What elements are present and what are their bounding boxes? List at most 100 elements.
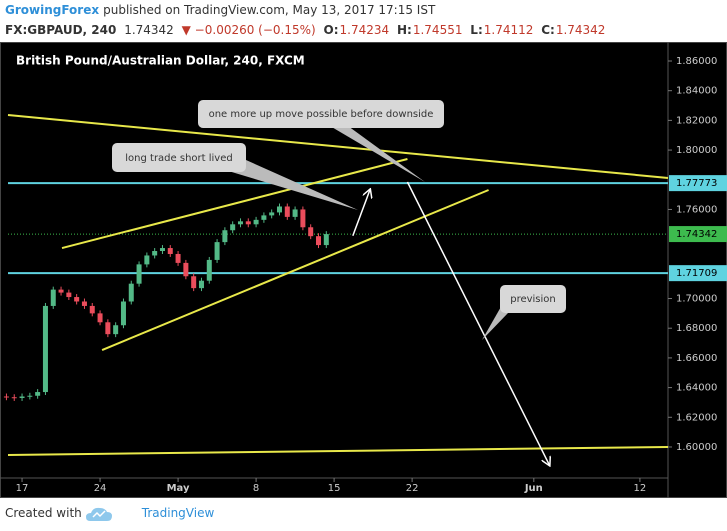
callout-text: prevision [510, 294, 556, 305]
callout-box [198, 100, 444, 128]
x-tick-label: 8 [253, 483, 259, 494]
callout-pointer [482, 305, 508, 340]
callout-text: long trade short lived [125, 153, 232, 164]
callout: one more up move possible before downsid… [198, 100, 444, 182]
candle-body [11, 397, 17, 399]
y-tick-label: 1.82000 [676, 115, 717, 126]
candle-body [284, 206, 290, 217]
last-price-label-bg [669, 226, 727, 243]
price-label-bg [669, 175, 727, 192]
price: 1.74342 [124, 23, 174, 37]
candle-body [214, 242, 220, 260]
candle-body [152, 251, 158, 256]
candle-body [97, 313, 103, 323]
ohlc-value: 1.74342 [555, 23, 606, 37]
y-tick-label: 1.70000 [676, 294, 717, 305]
y-tick-label: 1.60000 [676, 442, 717, 453]
candle-body [3, 396, 9, 398]
price-label: 1.71709 [676, 268, 717, 279]
candle-body [19, 396, 25, 398]
candle-body [81, 301, 87, 306]
ohlc-value: 1.74551 [412, 23, 463, 37]
ohlc-value: 1.74112 [483, 23, 534, 37]
candle-body [230, 224, 236, 231]
change: ▼ −0.00260 (−0.15%) [181, 23, 316, 37]
candle-body [120, 301, 126, 326]
tv-logo [86, 507, 112, 521]
footer: Created with TradingView [5, 506, 218, 520]
candle-body [35, 392, 41, 396]
x-tick-label: 12 [634, 483, 647, 494]
x-tick-label: 17 [16, 483, 29, 494]
chart-title: British Pound/Australian Dollar, 240, FX… [16, 54, 305, 68]
y-tick-label: 1.86000 [676, 56, 717, 67]
y-tick-label: 1.76000 [676, 204, 717, 215]
y-tick-label: 1.80000 [676, 145, 717, 156]
last-price-label: 1.74342 [676, 229, 717, 240]
author[interactable]: GrowingForex [5, 3, 100, 17]
x-tick-label: 24 [94, 483, 107, 494]
trend-line [61, 158, 408, 250]
candle-body [128, 283, 134, 302]
y-tick-label: 1.84000 [676, 86, 717, 97]
callout-box [500, 285, 566, 313]
candle-body [222, 230, 228, 243]
header-line: GrowingForex published on TradingView.com… [5, 3, 439, 17]
symbol: FX:GBPAUD, 240 [5, 23, 117, 37]
trend-line [7, 114, 669, 179]
y-tick-label: 1.68000 [676, 323, 717, 334]
candle-body [144, 255, 150, 265]
candle-body [323, 234, 329, 246]
candle-body [292, 209, 298, 217]
x-tick-label: Jun [524, 483, 543, 494]
candle-body [245, 221, 251, 225]
x-tick-label: May [167, 483, 190, 494]
candle-body [159, 248, 165, 252]
candle-body [237, 221, 243, 225]
candle-body [253, 219, 259, 225]
trend-line [7, 445, 669, 456]
candle-body [191, 276, 197, 289]
price-label: 1.77773 [676, 178, 717, 189]
y-tick-label: 1.62000 [676, 412, 717, 423]
header-line: FX:GBPAUD, 240 1.74342 ▼ −0.00260 (−0.15… [5, 23, 609, 37]
candle-body [27, 395, 33, 397]
candle-body [42, 305, 48, 393]
candle-body [66, 292, 72, 298]
candle-body [113, 325, 119, 335]
callout-pointer [330, 126, 425, 182]
candle-body [105, 322, 111, 335]
callout: prevision [482, 285, 566, 340]
candle-body [206, 259, 212, 281]
candle-body [269, 212, 275, 216]
candle-body [175, 253, 181, 263]
callout-text: one more up move possible before downsid… [209, 109, 434, 120]
x-tick-label: 22 [406, 483, 419, 494]
published: published on TradingView.com, May 13, 20… [103, 3, 436, 17]
candle-body [74, 297, 80, 302]
candle-body [89, 305, 95, 314]
ohlc-label: C: [541, 23, 555, 37]
price-label-bg [669, 265, 727, 282]
arrow [406, 181, 549, 465]
footer-text: Created with [5, 506, 82, 520]
callout: long trade short lived [112, 143, 358, 210]
callout-pointer [225, 160, 358, 210]
candle-body [167, 248, 173, 254]
candle-body [308, 227, 314, 237]
y-tick-label: 1.64000 [676, 383, 717, 394]
candle-body [261, 215, 267, 220]
candle-body [276, 206, 282, 213]
candle-body [50, 289, 56, 306]
ohlc-label: H: [397, 23, 412, 37]
candle-body [136, 264, 142, 284]
x-tick-label: 15 [328, 483, 341, 494]
ohlc-label: L: [470, 23, 483, 37]
callout-box [112, 143, 246, 172]
brand[interactable]: TradingView [141, 506, 215, 520]
ohlc-value: 1.74234 [339, 23, 390, 37]
ohlc-label: O: [323, 23, 339, 37]
candle-body [58, 289, 64, 293]
